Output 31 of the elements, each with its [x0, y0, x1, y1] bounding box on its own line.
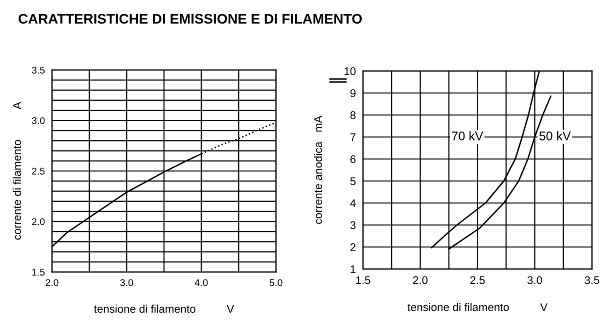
y-tick-label: 7 — [350, 133, 356, 142]
x-axis-title: tensione di filamento V — [408, 302, 548, 312]
chart-title: CARATTERISTICHE DI EMISSIONE E DI FILAMENTO — [18, 14, 362, 24]
x-tick-label: 2.0 — [46, 279, 58, 286]
y-tick-label: 2.0 — [32, 218, 45, 226]
y-tick-label: 9 — [350, 89, 356, 98]
x-tick-label: 1.5 — [356, 276, 370, 284]
y-tick-label: 1.5 — [32, 268, 45, 276]
x-tick-label: 3.5 — [584, 276, 600, 284]
x-tick-label: 2.0 — [413, 276, 428, 284]
y-tick-label: 3 — [350, 221, 356, 230]
y-axis-title: corrente di filamento A — [12, 102, 22, 240]
x-tick-label: 3.0 — [527, 276, 542, 284]
y-tick-label: 3.0 — [32, 117, 45, 124]
text: 70 kV — [452, 131, 484, 140]
series-label: 50 kV — [539, 131, 571, 140]
x-tick-label: 2.5 — [470, 276, 485, 284]
y-tick-label: 3.5 — [32, 66, 45, 74]
y-tick-label: 4 — [350, 199, 356, 208]
y-tick-label: 6 — [350, 155, 356, 164]
x-tick-label: 5.0 — [270, 279, 282, 286]
y-tick-label: 8 — [350, 111, 356, 120]
x-tick-label: 4.0 — [194, 279, 208, 286]
y-tick-label: 10 — [344, 67, 356, 76]
x-axis-title: tensione di filamento V — [94, 304, 234, 313]
y-tick-label: 5 — [350, 177, 356, 186]
y-tick-label: 2.5 — [32, 168, 45, 175]
x-tick-label: 3.0 — [120, 279, 134, 286]
y-axis-title: corrente anodica mA — [314, 116, 322, 224]
y-tick-label: 1 — [350, 265, 356, 274]
y-tick-label: 2 — [350, 243, 356, 252]
